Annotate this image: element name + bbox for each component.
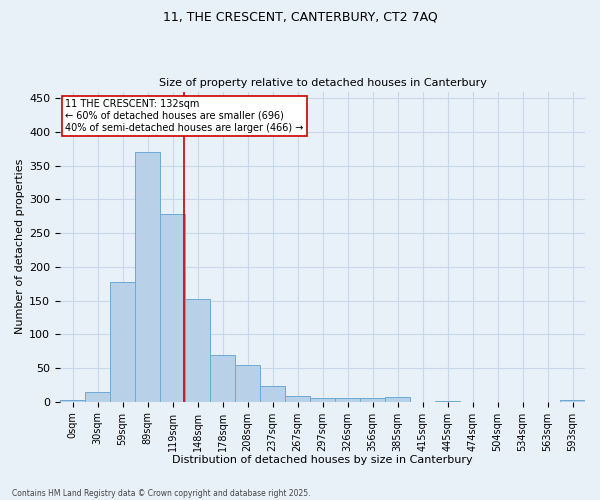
Title: Size of property relative to detached houses in Canterbury: Size of property relative to detached ho… bbox=[158, 78, 487, 88]
Bar bbox=[60, 400, 85, 402]
Bar bbox=[335, 398, 360, 402]
Bar bbox=[385, 397, 410, 402]
Bar bbox=[310, 398, 335, 402]
Bar bbox=[560, 400, 585, 402]
Y-axis label: Number of detached properties: Number of detached properties bbox=[15, 159, 25, 334]
Bar bbox=[260, 386, 285, 402]
Bar bbox=[135, 152, 160, 402]
Bar bbox=[85, 392, 110, 402]
Bar bbox=[185, 299, 210, 402]
Bar bbox=[235, 366, 260, 402]
Bar bbox=[435, 401, 460, 402]
X-axis label: Distribution of detached houses by size in Canterbury: Distribution of detached houses by size … bbox=[172, 455, 473, 465]
Text: 11, THE CRESCENT, CANTERBURY, CT2 7AQ: 11, THE CRESCENT, CANTERBURY, CT2 7AQ bbox=[163, 10, 437, 23]
Bar bbox=[285, 396, 310, 402]
Bar bbox=[110, 282, 135, 402]
Bar bbox=[360, 398, 385, 402]
Text: 11 THE CRESCENT: 132sqm
← 60% of detached houses are smaller (696)
40% of semi-d: 11 THE CRESCENT: 132sqm ← 60% of detache… bbox=[65, 100, 304, 132]
Text: Contains HM Land Registry data © Crown copyright and database right 2025.: Contains HM Land Registry data © Crown c… bbox=[12, 488, 311, 498]
Bar bbox=[160, 214, 185, 402]
Bar bbox=[210, 354, 235, 402]
